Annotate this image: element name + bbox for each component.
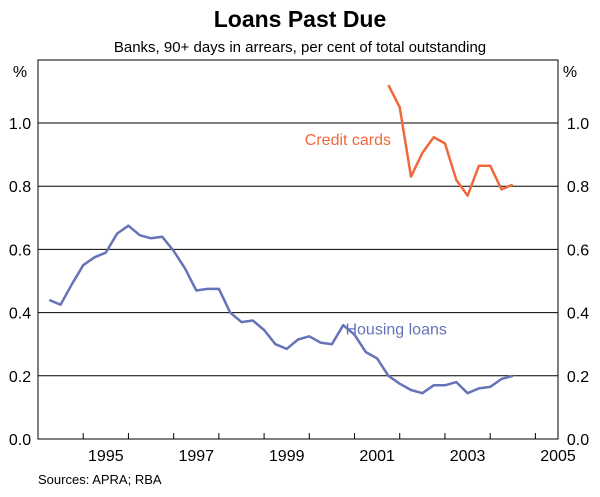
series-labels: Housing loans Credit cards — [305, 132, 447, 339]
axes: 0.0 0.0 0.2 0.2 0.4 0.4 0.6 0.6 0.8 0.8 1.0 1.0 1995… — [9, 59, 589, 465]
y-tick-label-left: 0.4 — [9, 306, 31, 323]
plot-frame — [37, 59, 559, 440]
series — [48, 84, 514, 395]
left-unit-label: % — [13, 64, 27, 81]
y-tick-label-right: 0.2 — [567, 369, 589, 386]
y-tick-label-right: 1.0 — [567, 116, 589, 133]
series-label-1: Credit cards — [305, 132, 391, 149]
x-tick-label: 2005 — [540, 448, 576, 465]
y-tick-label-right: 0.6 — [567, 242, 589, 259]
chart-subtitle: Banks, 90+ days in arrears, per cent of … — [114, 39, 486, 56]
series-label-0: Housing loans — [345, 322, 446, 339]
x-tick-label: 1995 — [88, 448, 124, 465]
y-tick-label-right: 0.0 — [567, 432, 589, 449]
series-line-0 — [48, 224, 514, 395]
x-tick-label: 1999 — [269, 448, 305, 465]
chart-title: Loans Past Due — [214, 6, 387, 32]
y-tick-label-left: 0.0 — [9, 432, 31, 449]
y-tick-label-right: 0.4 — [567, 306, 589, 323]
x-tick-label: 1997 — [178, 448, 214, 465]
y-tick-label-left: 0.6 — [9, 242, 31, 259]
y-tick-label-left: 0.8 — [9, 179, 31, 196]
x-tick-label: 2003 — [450, 448, 486, 465]
source-note: Sources: APRA; RBA — [38, 472, 162, 487]
y-tick-label-left: 0.2 — [9, 369, 31, 386]
y-tick-label-left: 1.0 — [9, 116, 31, 133]
x-tick-label: 2001 — [359, 448, 395, 465]
y-tick-label-right: 0.8 — [567, 179, 589, 196]
gridlines — [38, 122, 558, 377]
series-line-1 — [387, 84, 514, 197]
right-unit-label: % — [563, 64, 577, 81]
